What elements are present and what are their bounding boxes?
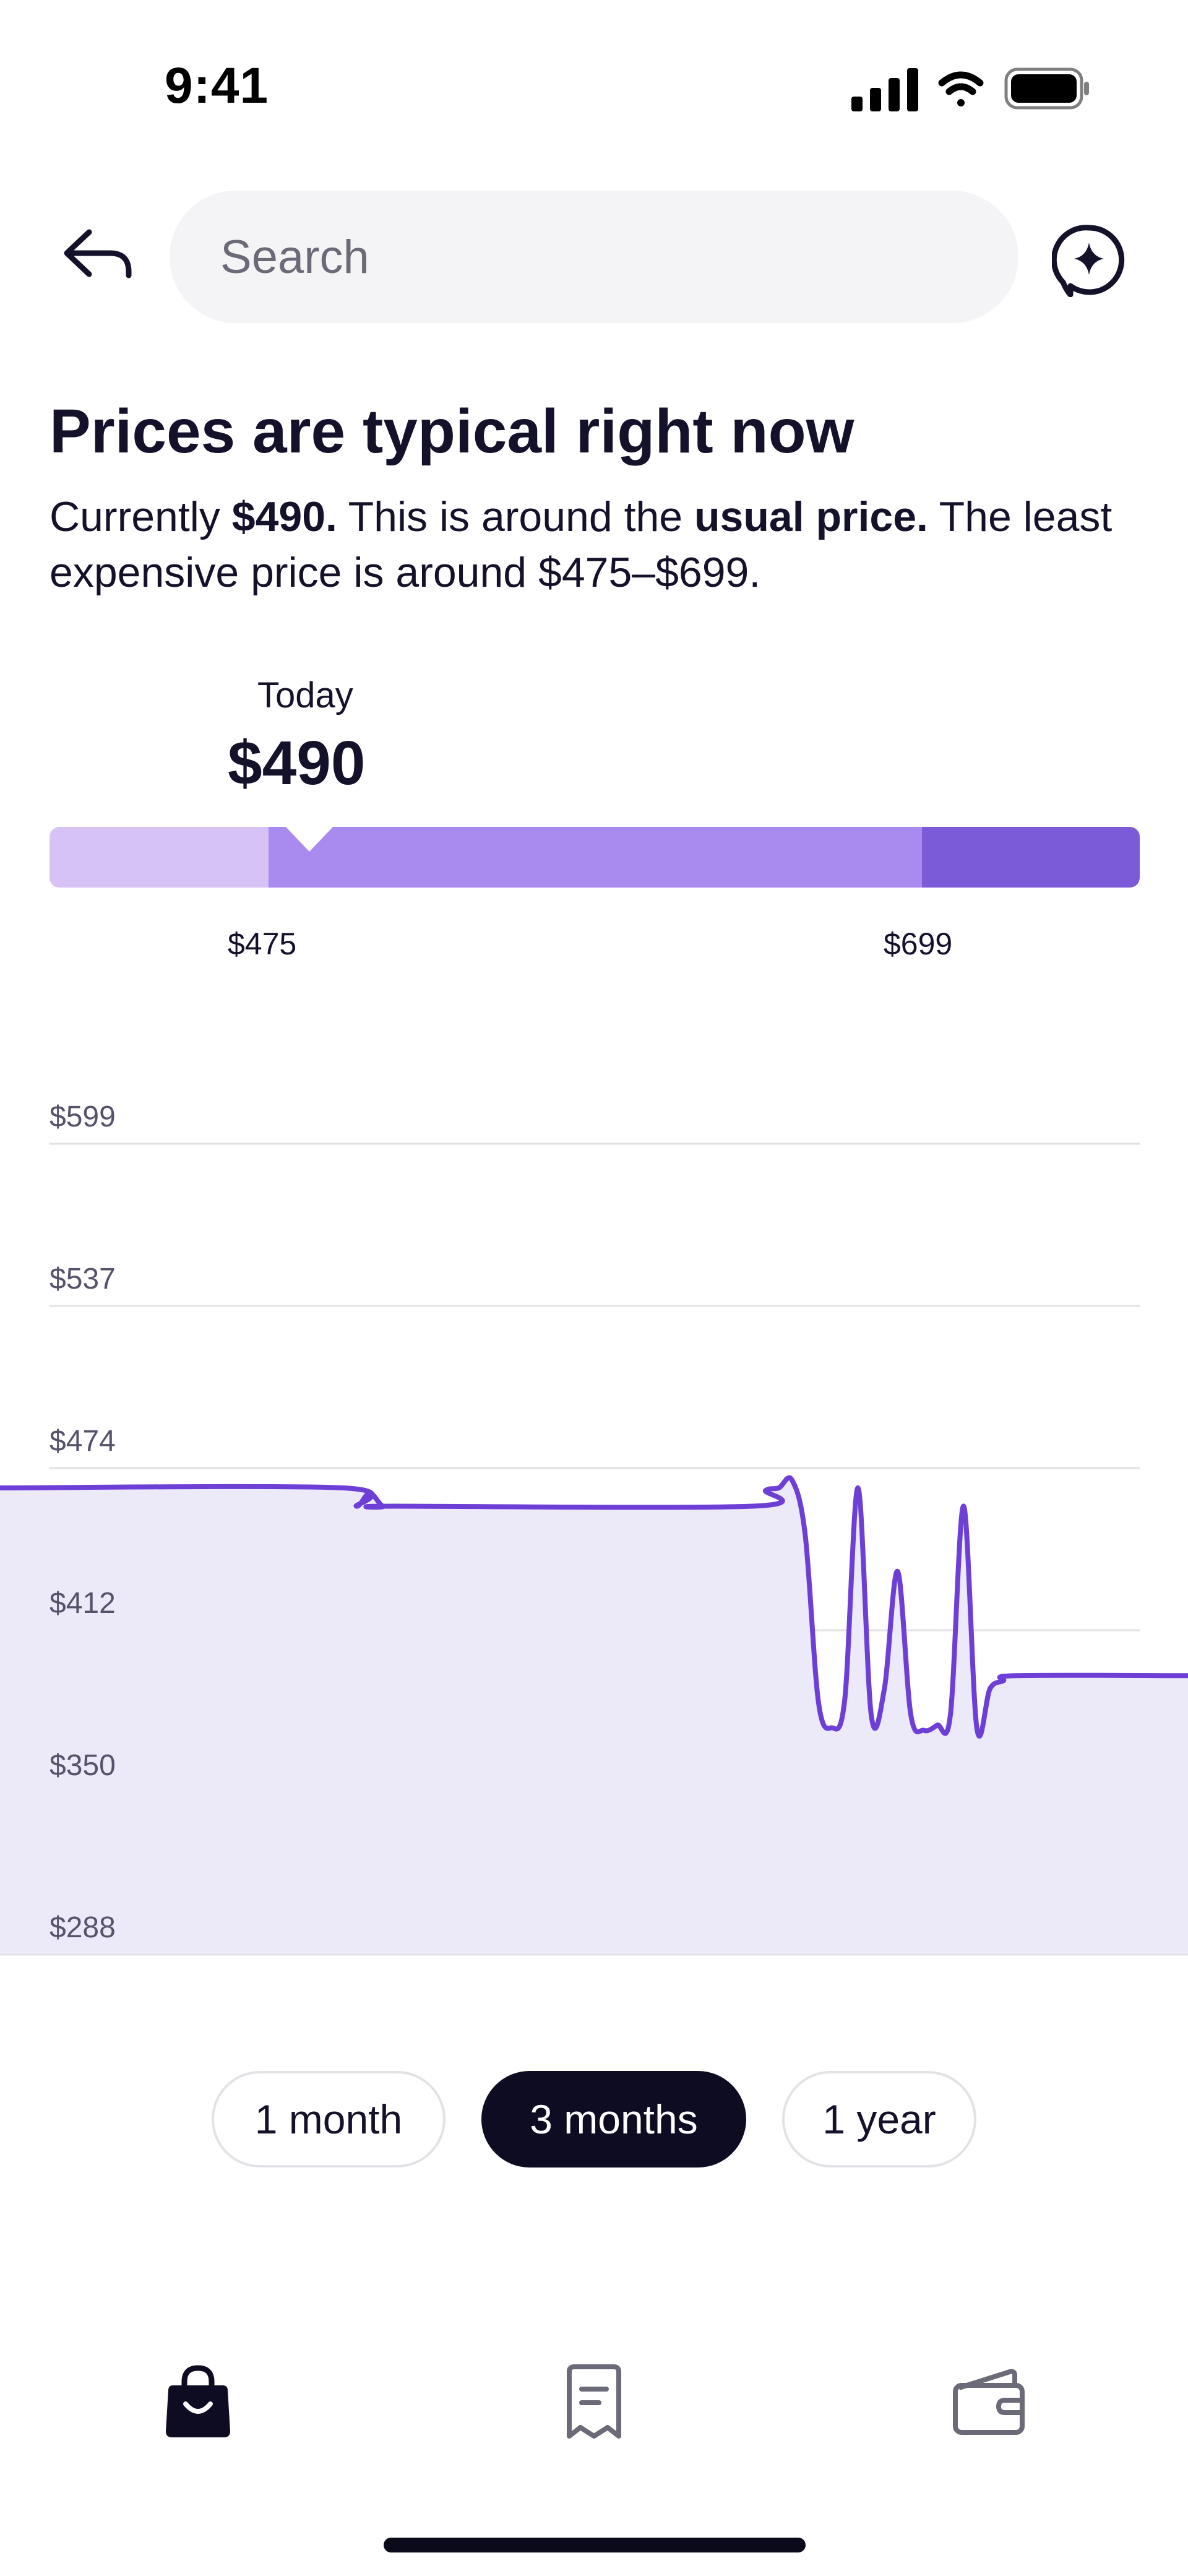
range-3-months-button[interactable]: 3 months [481,2071,746,2168]
current-price-text: $490. [231,493,337,540]
range-segment-high [922,827,1140,888]
nav-shop[interactable] [148,2352,248,2451]
range-segment-typical [269,827,922,888]
back-button[interactable] [54,218,141,292]
y-axis-tick-label: $412 [50,1587,116,1620]
page-title: Prices are typical right now [50,397,854,466]
y-axis-tick-label: $350 [50,1749,116,1782]
home-indicator [384,2538,806,2552]
price-history-chart[interactable]: $599$537$474$412$350$288 Aug 2Sep 1Oct 1 [0,1065,1188,1963]
range-1-year-button[interactable]: 1 year [782,2071,976,2168]
wifi-icon [938,71,984,106]
search-input[interactable] [219,229,1018,285]
shopping-bag-icon [166,2365,230,2437]
range-low-label: $475 [228,927,297,961]
price-description: Currently $490. This is around the usual… [50,493,1113,596]
usual-price-text: usual price. [694,493,928,540]
status-time: 9:41 [165,58,269,114]
price-range-bar [50,827,1140,888]
today-label: Today [257,675,353,715]
range-segment-low [50,827,269,888]
y-axis-tick-label: $288 [50,1911,116,1944]
back-arrow-icon [64,229,132,279]
price-area-fill [0,1477,1188,1955]
y-axis-tick-label: $599 [50,1100,116,1133]
search-bar[interactable] [170,191,1018,323]
y-axis-tick-label: $474 [50,1425,116,1458]
status-icons [851,67,1089,111]
range-high-label: $699 [884,927,953,961]
battery-icon [1004,67,1089,110]
cellular-signal-icon [851,68,918,111]
today-price: $490 [228,728,366,798]
wallet-icon [953,2369,1025,2435]
nav-wallet[interactable] [939,2352,1038,2451]
ai-assistant-button[interactable] [1046,217,1132,303]
price-line [0,1475,1188,1739]
today-marker [285,826,334,852]
receipt-icon [567,2364,621,2439]
range-1-month-button[interactable]: 1 month [212,2071,446,2168]
nav-orders[interactable] [544,2352,644,2451]
y-axis-tick-label: $537 [50,1263,116,1295]
sparkle-chat-icon [1052,225,1125,297]
